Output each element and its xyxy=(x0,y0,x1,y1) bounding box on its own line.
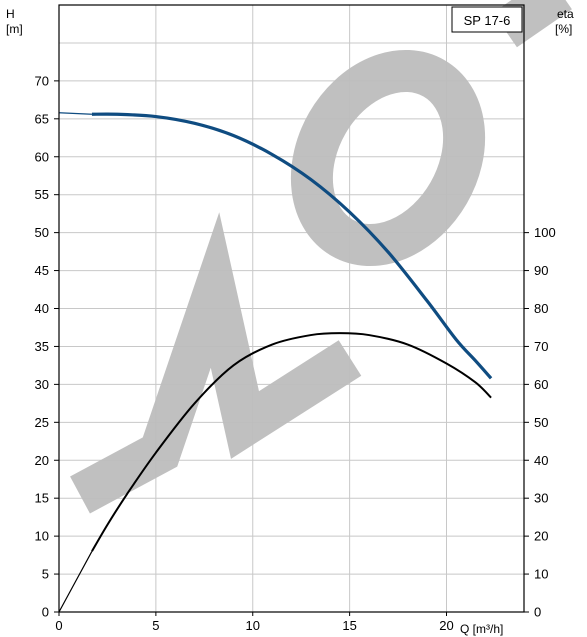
left-tick-label: 20 xyxy=(35,453,49,468)
axis-ticks: 0 5 10 15 20 0 5 10 15 20 25 30 35 40 45 50 55 60 65 70 0 10 2… xyxy=(35,73,556,633)
x-axis-title: Q [m³/h] xyxy=(460,622,503,636)
watermark-o-shape xyxy=(290,49,486,267)
x-tick-label: 5 xyxy=(152,618,159,633)
efficiency-curve xyxy=(91,332,492,552)
head-curve xyxy=(91,112,493,380)
right-tick-label: 10 xyxy=(534,567,548,582)
right-tick-label: 0 xyxy=(534,605,541,620)
left-tick-label: 65 xyxy=(35,111,49,126)
left-tick-label: 70 xyxy=(35,73,49,88)
right-axis-title-symbol: eta xyxy=(557,7,574,21)
left-tick-label: 50 xyxy=(35,225,49,240)
right-tick-label: 70 xyxy=(534,339,548,354)
model-label: SP 17-6 xyxy=(464,13,511,28)
left-axis-title-symbol: H xyxy=(6,7,15,21)
right-tick-label: 80 xyxy=(534,301,548,316)
x-tick-label: 0 xyxy=(55,618,62,633)
right-tick-label: 40 xyxy=(534,453,548,468)
left-tick-label: 35 xyxy=(35,339,49,354)
left-tick-label: 45 xyxy=(35,263,49,278)
left-tick-label: 60 xyxy=(35,149,49,164)
right-axis-title-unit: [%] xyxy=(555,22,572,36)
left-tick-label: 55 xyxy=(35,187,49,202)
model-label-box xyxy=(451,6,523,33)
left-tick-label: 25 xyxy=(35,415,49,430)
right-tick-label: 90 xyxy=(534,263,548,278)
left-tick-label: 30 xyxy=(35,377,49,392)
left-tick-label: 10 xyxy=(35,529,49,544)
grid-lines xyxy=(59,5,524,612)
x-tick-label: 10 xyxy=(246,618,260,633)
right-tick-label: 30 xyxy=(534,491,548,506)
efficiency-curve-extrapolated xyxy=(58,551,93,613)
x-tick-label: 15 xyxy=(342,618,356,633)
watermark-m-shape xyxy=(70,212,362,514)
left-tick-label: 5 xyxy=(42,567,49,582)
right-tick-label: 50 xyxy=(534,415,548,430)
left-tick-label: 0 xyxy=(42,605,49,620)
right-tick-label: 20 xyxy=(534,529,548,544)
right-tick-label: 100 xyxy=(534,225,556,240)
left-tick-label: 15 xyxy=(35,491,49,506)
left-axis-title-unit: [m] xyxy=(6,22,23,36)
series-lines xyxy=(58,112,493,613)
right-tick-label: 60 xyxy=(534,377,548,392)
x-tick-label: 20 xyxy=(439,618,453,633)
left-tick-label: 40 xyxy=(35,301,49,316)
head-curve-extrapolated xyxy=(58,112,92,115)
